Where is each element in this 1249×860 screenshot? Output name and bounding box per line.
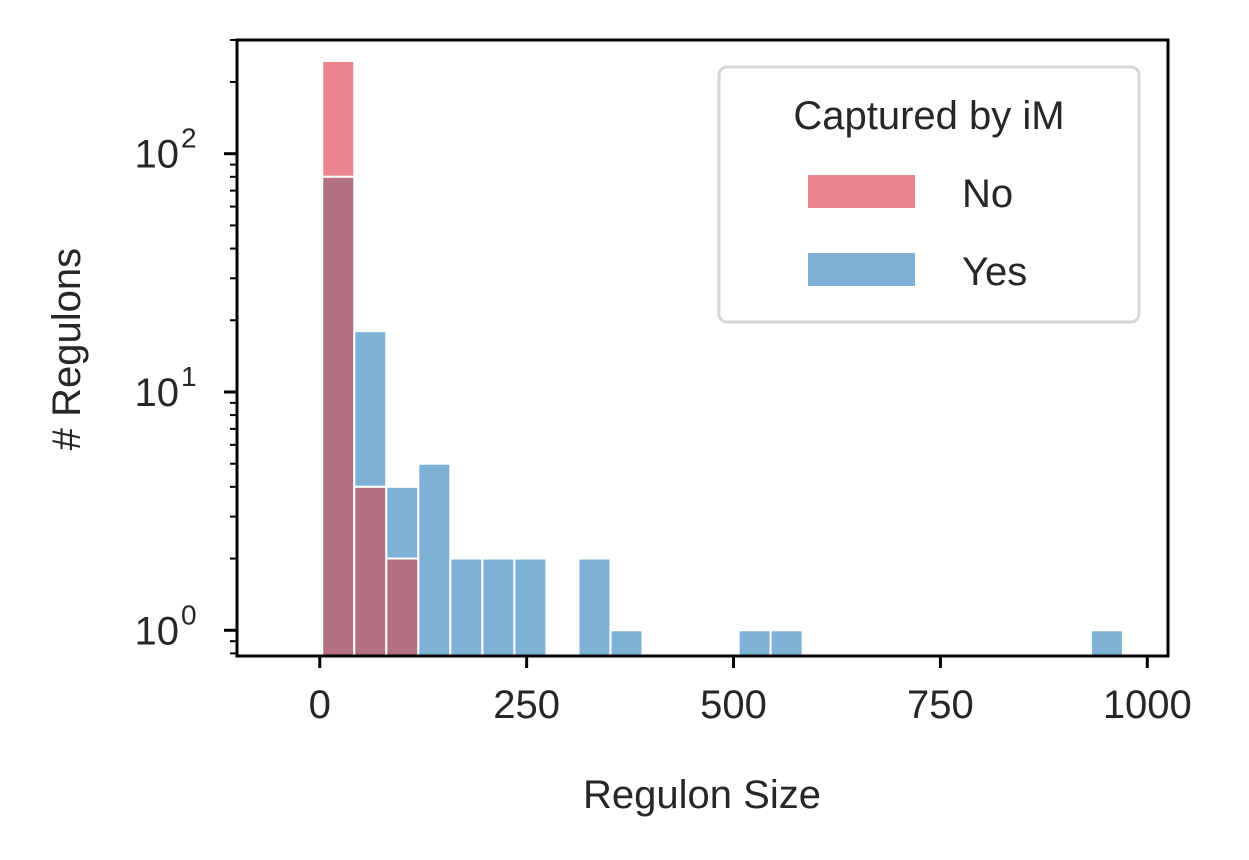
bar-yes-4 [449,557,484,657]
x-axis-label: Regulon Size [583,773,821,817]
y-tick-label-1: 10 [135,609,180,653]
bar-no-0 [321,59,356,178]
x-tick-label-500: 500 [700,683,767,727]
bar-yes-6 [513,557,548,657]
x-tick-label-0: 0 [309,683,331,727]
bar-overlap-1 [353,485,388,658]
bar-yes-13 [737,629,772,657]
y-axis-label: # Regulons [45,248,89,450]
x-tick-label-750: 750 [907,683,974,727]
bar-yes-1 [353,330,388,488]
bar-yes-3 [417,462,452,657]
bar-yes-5 [481,557,516,657]
bar-overlap-2 [385,557,420,657]
x-tick-label-250: 250 [493,683,560,727]
y-tick-exponent-100: 2 [181,123,197,154]
bar-yes-2 [385,485,420,560]
bar-yes-8 [577,557,612,657]
legend-swatch-yes [808,253,915,286]
y-tick-exponent-1: 0 [181,599,197,630]
legend-title: Captured by iM [793,94,1064,138]
bars-layer [321,59,1124,658]
x-tick-label-1000: 1000 [1103,683,1192,727]
legend-label-no: No [962,172,1013,216]
y-tick-exponent-10: 1 [181,361,197,392]
bar-yes-24 [1089,629,1124,657]
y-tick-label-10: 10 [135,371,180,415]
bar-yes-9 [609,629,644,657]
legend-label-yes: Yes [962,250,1027,294]
y-tick-label-100: 10 [135,133,180,177]
bar-overlap-0 [321,175,356,657]
legend: Captured by iM No Yes [717,65,1141,324]
plot-frame [235,38,1170,658]
legend-swatch-no [808,175,915,208]
bar-yes-14 [769,629,804,657]
